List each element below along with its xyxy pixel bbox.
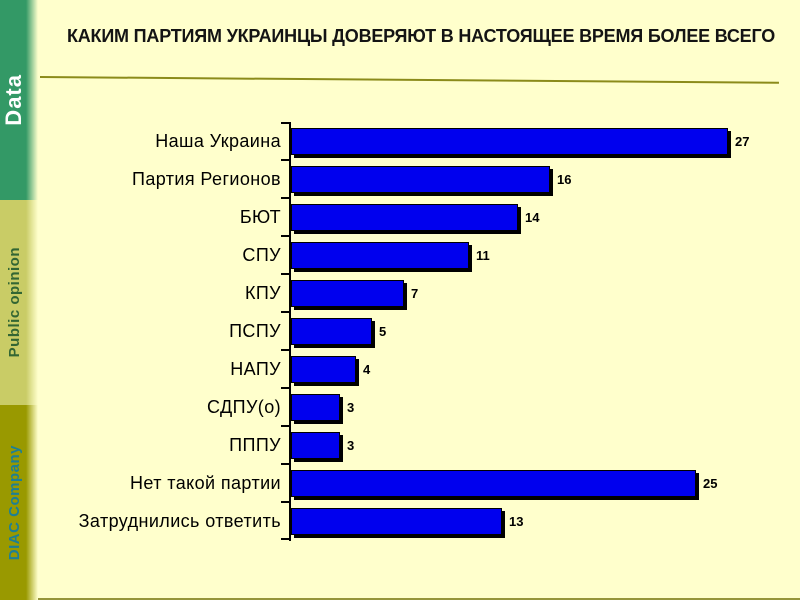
category-label: ПСПУ bbox=[229, 320, 281, 341]
chart-row: Партия Регионов 16 bbox=[0, 160, 800, 198]
value-label: 3 bbox=[347, 399, 355, 415]
category-label: НАПУ bbox=[230, 358, 281, 379]
chart-row: ПСПУ 5 bbox=[0, 312, 800, 350]
value-label: 11 bbox=[476, 247, 490, 263]
category-label: ПППУ bbox=[229, 434, 281, 455]
bottom-border-line bbox=[38, 598, 800, 600]
chart-row: Затруднились ответить 13 bbox=[0, 502, 800, 540]
axis-tick bbox=[281, 463, 290, 465]
value-label: 7 bbox=[411, 285, 419, 301]
axis-tick bbox=[281, 311, 290, 313]
bar bbox=[291, 317, 372, 345]
chart-row: ПППУ 3 bbox=[0, 426, 800, 464]
category-label: СДПУ(о) bbox=[207, 396, 281, 417]
chart-row: Наша Украина 27 bbox=[0, 122, 800, 160]
chart-category-axis-line bbox=[289, 122, 291, 541]
sidebar: Data Public opinion DIAC Company bbox=[0, 0, 38, 600]
bar bbox=[291, 431, 340, 459]
axis-tick bbox=[281, 197, 290, 199]
axis-tick bbox=[281, 425, 290, 427]
value-label: 25 bbox=[703, 475, 718, 491]
bar bbox=[291, 165, 550, 193]
sidebar-segment-public-opinion: Public opinion bbox=[0, 200, 38, 405]
axis-tick bbox=[281, 349, 290, 351]
value-label: 13 bbox=[509, 513, 524, 529]
axis-tick bbox=[281, 501, 290, 503]
title-underline bbox=[39, 76, 779, 84]
value-label: 16 bbox=[557, 171, 572, 187]
value-label: 5 bbox=[379, 323, 387, 339]
axis-tick bbox=[281, 235, 290, 237]
value-label: 14 bbox=[525, 209, 540, 225]
chart-row: СПУ 11 bbox=[0, 236, 800, 274]
category-label: Наша Украина bbox=[155, 130, 281, 151]
category-label: Затруднились ответить bbox=[78, 510, 281, 531]
bar bbox=[291, 469, 696, 497]
axis-tick bbox=[281, 538, 290, 540]
chart-row: КПУ 7 bbox=[0, 274, 800, 312]
bar bbox=[291, 203, 518, 231]
value-label: 4 bbox=[363, 361, 371, 377]
chart-row: Нет такой партии 25 bbox=[0, 464, 800, 502]
bar-chart: Наша Украина 27 Партия Регионов 16 БЮТ 14 СПУ 1… bbox=[0, 122, 800, 542]
axis-tick bbox=[281, 387, 290, 389]
value-label: 27 bbox=[735, 133, 750, 149]
category-label: СПУ bbox=[242, 244, 281, 265]
category-label: Нет такой партии bbox=[130, 472, 281, 493]
chart-row: БЮТ 14 bbox=[0, 198, 800, 236]
sidebar-segment-diac-company: DIAC Company bbox=[0, 405, 38, 600]
chart-row: СДПУ(о) 3 bbox=[0, 388, 800, 426]
value-label: 3 bbox=[347, 437, 355, 453]
axis-tick bbox=[281, 122, 290, 124]
chart-row: НАПУ 4 bbox=[0, 350, 800, 388]
bar bbox=[291, 393, 340, 421]
category-label: Партия Регионов bbox=[132, 168, 281, 189]
category-label: КПУ bbox=[244, 282, 281, 303]
slide-title: КАКИМ ПАРТИЯМ УКРАИНЦЫ ДОВЕРЯЮТ В НАСТОЯ… bbox=[66, 26, 776, 46]
bar bbox=[291, 355, 356, 383]
sidebar-label-data: Data bbox=[1, 74, 26, 126]
category-label: БЮТ bbox=[239, 206, 281, 227]
axis-tick bbox=[281, 159, 290, 161]
bar bbox=[291, 279, 404, 307]
sidebar-segment-data: Data bbox=[0, 0, 38, 200]
chart-rows: Наша Украина 27 Партия Регионов 16 БЮТ 14 СПУ 1… bbox=[0, 122, 800, 540]
bar bbox=[291, 507, 502, 535]
bar bbox=[291, 127, 728, 155]
axis-tick bbox=[281, 273, 290, 275]
bar bbox=[291, 241, 469, 269]
